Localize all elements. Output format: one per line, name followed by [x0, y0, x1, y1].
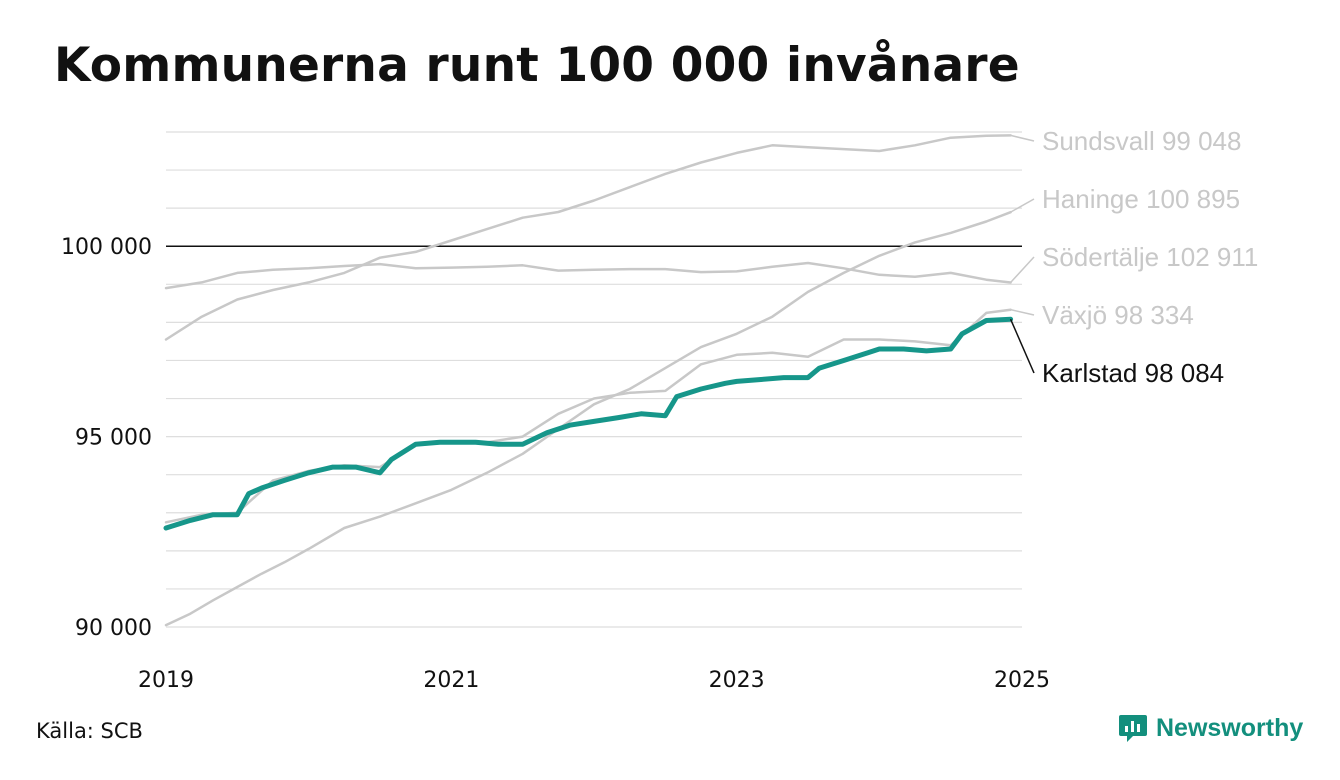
chart-title: Kommunerna runt 100 000 invånare — [54, 38, 1020, 93]
series-label-sundsvall: Sundsvall 99 048 — [1042, 126, 1241, 156]
series-lines — [163, 134, 1014, 627]
series-line-växjö — [164, 308, 1012, 524]
series-label-södertälje: Södertälje 102 911 — [1042, 242, 1258, 272]
y-tick-label: 95 000 — [75, 426, 152, 451]
x-tick-label: 2025 — [994, 668, 1050, 693]
x-tick-label: 2019 — [138, 668, 194, 693]
series-label-växjö: Växjö 98 334 — [1042, 300, 1194, 330]
label-leader-haninge — [1010, 198, 1035, 213]
newsworthy-logo-text: Newsworthy — [1156, 713, 1304, 742]
series-line-karlstad — [163, 316, 1014, 531]
newsworthy-logo: Newsworthy — [1118, 712, 1303, 744]
label-leader-växjö — [1010, 308, 1035, 316]
label-leader-södertälje — [1010, 256, 1035, 283]
newsworthy-logo-icon — [1119, 715, 1147, 742]
gridlines — [166, 131, 1022, 628]
end-labels: Sundsvall 99 048 Haninge 100 895 Södertälj… — [1009, 126, 1258, 388]
series-label-karlstad: Karlstad 98 084 — [1042, 358, 1224, 388]
axis-tick-labels: 90 000 95 000 100 000 2019 2021 2023 2025 — [61, 235, 1050, 693]
series-line-sundsvall — [164, 134, 1012, 341]
label-leader-karlstad — [1009, 318, 1035, 374]
label-leader-sundsvall — [1010, 134, 1035, 142]
series-label-haninge: Haninge 100 895 — [1042, 184, 1240, 214]
y-tick-label: 100 000 — [61, 235, 152, 260]
source-note: Källa: SCB — [36, 719, 143, 743]
x-tick-label: 2021 — [423, 668, 479, 693]
series-line-södertälje — [164, 261, 1012, 290]
x-tick-label: 2023 — [709, 668, 765, 693]
y-tick-label: 90 000 — [75, 616, 152, 641]
